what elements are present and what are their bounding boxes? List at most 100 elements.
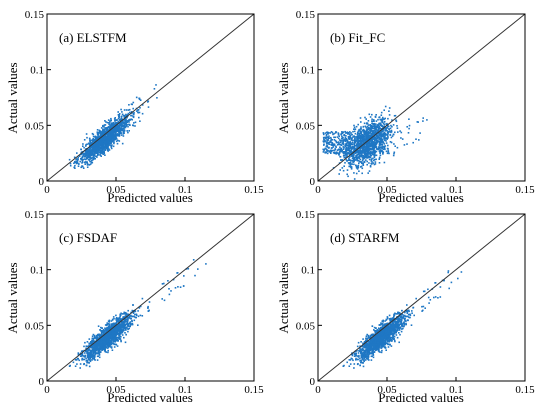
scatter-point (107, 335, 109, 337)
scatter-point (120, 127, 122, 130)
scatter-point (396, 125, 398, 127)
scatter-point (389, 134, 392, 136)
scatter-point (368, 145, 370, 148)
scatter-point (131, 320, 133, 323)
scatter-point (96, 355, 99, 358)
scatter-point (111, 122, 114, 125)
scatter-point (348, 145, 351, 148)
scatter-point (393, 115, 396, 117)
scatter-point (349, 144, 351, 146)
scatter-point (92, 340, 94, 343)
scatter-point (109, 135, 112, 138)
scatter-point (368, 144, 370, 146)
scatter-point (161, 283, 164, 285)
scatter-point (339, 169, 341, 171)
scatter-point (369, 137, 371, 139)
scatter-point (116, 345, 119, 347)
scatter-point (127, 125, 129, 128)
scatter-point (348, 152, 350, 154)
scatter-point (337, 144, 339, 146)
scatter-point (118, 126, 120, 129)
scatter-point (326, 136, 328, 138)
scatter-point (94, 158, 96, 160)
scatter-point (93, 146, 95, 148)
scatter-point (102, 140, 105, 143)
scatter-point (394, 131, 396, 134)
scatter-point (340, 132, 343, 135)
scatter-point (412, 141, 414, 144)
scatter-point (107, 327, 110, 329)
scatter-point (102, 332, 105, 334)
scatter-point (351, 157, 354, 160)
scatter-point (352, 151, 354, 153)
scatter-point (363, 139, 365, 141)
y-tick-label: 0 (39, 376, 45, 388)
scatter-point (101, 327, 103, 329)
scatter-point (103, 331, 105, 333)
scatter-point (147, 101, 149, 103)
scatter-point (359, 147, 361, 150)
scatter-point (91, 147, 94, 150)
scatter-point (360, 126, 362, 128)
scatter-point (330, 136, 332, 139)
scatter-point (98, 353, 101, 355)
scatter-point (368, 113, 371, 116)
scatter-point (91, 349, 94, 352)
scatter-point (337, 132, 340, 134)
scatter-point (379, 151, 381, 154)
scatter-point (120, 125, 123, 128)
scatter-point (99, 143, 101, 146)
y-tick-label: 0.05 (296, 120, 316, 132)
scatter-point (84, 356, 86, 358)
scatter-point (107, 342, 109, 344)
scatter-point (381, 139, 383, 142)
scatter-point (345, 159, 348, 161)
scatter-point (88, 149, 90, 151)
scatter-point (73, 162, 75, 164)
scatter-point (114, 331, 117, 334)
scatter-point (118, 330, 120, 332)
scatter-point (382, 126, 385, 128)
scatter-point (337, 137, 340, 140)
scatter-point (389, 127, 392, 130)
scatter-point (390, 124, 392, 127)
scatter-point (132, 115, 135, 117)
scatter-point (384, 117, 386, 120)
scatter-point (366, 122, 369, 125)
scatter-point (110, 346, 113, 348)
panel-title: (b) Fit_FC (330, 30, 385, 45)
scatter-point (400, 131, 403, 134)
scatter-point (130, 118, 133, 120)
scatter-point (111, 349, 114, 351)
scatter-point (346, 153, 348, 155)
scatter-point (361, 159, 364, 162)
scatter-point (403, 144, 406, 146)
scatter-point (393, 151, 396, 154)
scatter-point (125, 333, 127, 336)
scatter-point (366, 143, 369, 146)
scatter-point (365, 150, 367, 153)
scatter-point (355, 144, 357, 147)
scatter-point (387, 150, 390, 152)
scatter-point (397, 131, 399, 133)
scatter-point (86, 143, 88, 145)
scatter-point (342, 155, 345, 157)
scatter-point (358, 145, 360, 147)
scatter-point (110, 330, 112, 332)
scatter-point (344, 130, 346, 133)
scatter-point (379, 124, 382, 127)
scatter-point (387, 125, 390, 128)
scatter-point (155, 84, 157, 86)
scatter-point (187, 267, 190, 270)
scatter-point (96, 140, 98, 143)
scatter-point (89, 141, 92, 144)
scatter-point (93, 351, 95, 354)
scatter-point (121, 326, 123, 329)
scatter-point (357, 149, 360, 152)
y-axis-label: Actual values (5, 62, 20, 133)
scatter-point (363, 141, 365, 143)
scatter-point (107, 338, 110, 341)
scatter-point (123, 116, 126, 118)
scatter-point (383, 131, 386, 134)
scatter-point (347, 137, 350, 139)
